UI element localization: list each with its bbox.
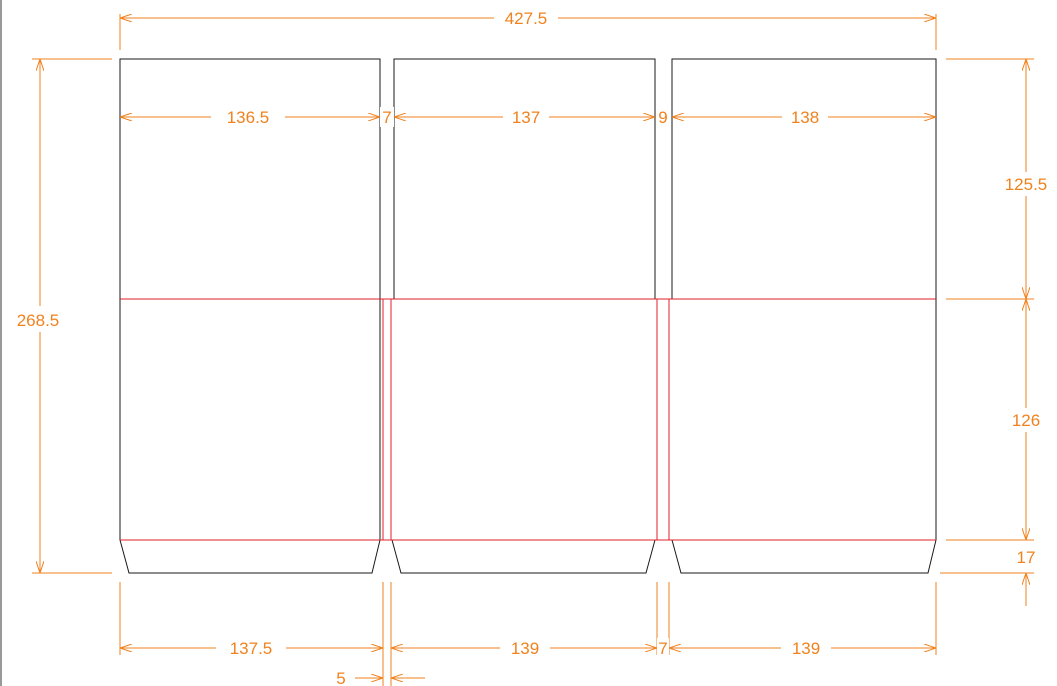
panel-3	[671, 58, 937, 574]
dim-bottom-panel-3-label: 139	[792, 639, 820, 658]
dimension-labels: 427.5 136.5 7 137 9 138 268.5 125.5 126 …	[6, 8, 1056, 686]
dim-top-panel-2-label: 137	[512, 108, 540, 127]
dim-bottom-gap-2-label: 7	[658, 639, 667, 658]
dim-overall-height-label: 268.5	[17, 311, 60, 330]
dim-bottom-gap-1-label: 5	[336, 669, 345, 686]
dim-upper-height-label: 125.5	[1005, 175, 1048, 194]
panel-1-flap	[119, 539, 381, 574]
panel-2-outline	[393, 58, 656, 299]
panel-2	[391, 58, 656, 574]
panel-3-flap	[671, 539, 937, 574]
dim-flap-height-label: 17	[1017, 548, 1036, 567]
dim-bottom-panel-2-label: 139	[511, 639, 539, 658]
dim-top-panel-1-label: 136.5	[227, 108, 270, 127]
dim-top-panel-3-label: 138	[791, 108, 819, 127]
panel-2-flap	[391, 539, 656, 574]
dim-top-gap-2-label: 9	[658, 108, 667, 127]
dim-top-gap-1-label: 7	[382, 108, 391, 127]
dim-lower-height-label: 126	[1012, 411, 1040, 430]
dim-bottom-panel-1-label: 137.5	[230, 639, 273, 658]
dim-overall-width-label: 427.5	[505, 9, 548, 28]
fold-lines	[120, 298, 936, 541]
panel-1	[119, 58, 381, 574]
